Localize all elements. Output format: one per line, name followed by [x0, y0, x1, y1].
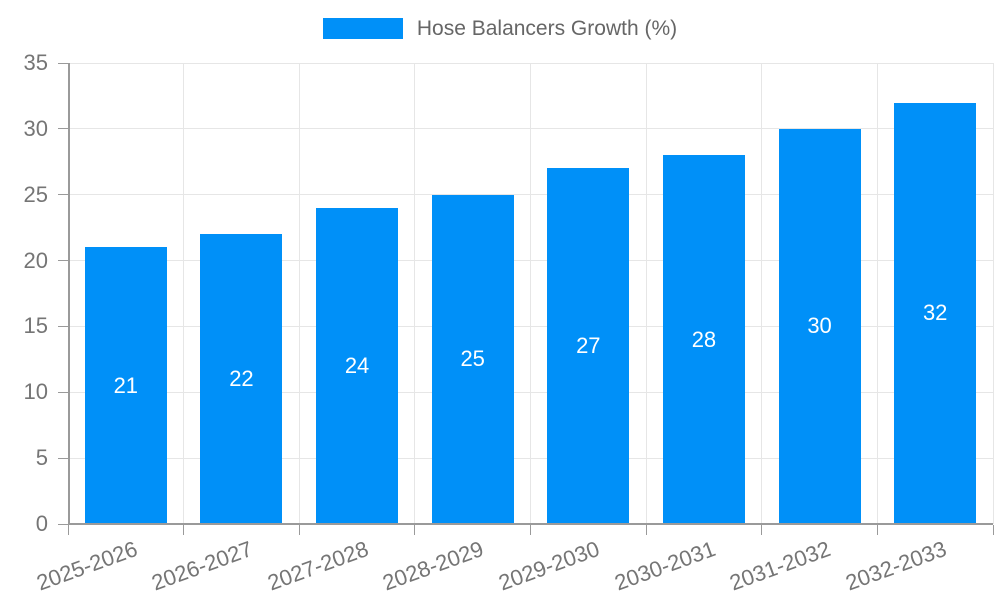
bar-2029-2030[interactable]: 27 [547, 168, 630, 524]
v-gridline [183, 63, 185, 524]
x-tick-mark [67, 525, 69, 535]
x-tick-label: 2029-2030 [495, 536, 603, 596]
v-gridline [992, 63, 994, 524]
x-tick-mark [876, 525, 878, 535]
x-tick-label: 2026-2027 [148, 536, 256, 596]
v-gridline [876, 63, 878, 524]
x-tick-mark [530, 525, 531, 535]
x-tick-label: 2025-2026 [32, 536, 141, 596]
bar-value-label: 25 [460, 346, 485, 372]
y-tick-label: 0 [35, 511, 48, 536]
x-tick-label: 2032-2033 [842, 536, 950, 596]
bar-value-label: 30 [807, 313, 832, 339]
y-tick-label: 10 [23, 379, 48, 405]
y-tick-label: 15 [23, 313, 48, 339]
x-tick-mark [645, 525, 647, 535]
x-tick-mark [992, 525, 994, 535]
y-tick-mark [58, 194, 68, 196]
bar-2032-2033[interactable]: 32 [894, 102, 977, 524]
y-tick-mark [58, 523, 68, 525]
legend: Hose Balancers Growth (%) [0, 18, 1000, 39]
y-tick-label: 25 [23, 181, 48, 207]
y-tick-mark [58, 457, 68, 459]
y-axis-line [68, 63, 70, 524]
legend-color-swatch [322, 18, 403, 39]
bar-value-label: 21 [113, 372, 139, 398]
x-axis-line [68, 523, 993, 525]
legend-label: Hose Balancers Growth (%) [416, 17, 678, 40]
x-tick-label: 2031-2032 [726, 536, 835, 596]
v-gridline [645, 63, 647, 524]
bar-2027-2028[interactable]: 24 [316, 207, 399, 524]
bar-value-label: 22 [229, 366, 254, 392]
x-tick-mark [183, 525, 185, 535]
v-gridline [761, 63, 763, 524]
v-gridline [530, 63, 531, 524]
v-gridline [414, 63, 416, 524]
x-tick-mark [298, 525, 300, 535]
y-tick-label: 20 [23, 247, 48, 273]
bar-value-label: 32 [922, 300, 948, 326]
bar-2030-2031[interactable]: 28 [662, 155, 745, 524]
bar-2031-2032[interactable]: 30 [778, 128, 861, 524]
y-tick-mark [58, 391, 68, 393]
y-tick-mark [58, 62, 68, 64]
y-tick-mark [58, 325, 68, 327]
x-tick-label: 2027-2028 [264, 536, 372, 596]
y-tick-label: 5 [35, 445, 48, 471]
y-tick-label: 35 [23, 50, 48, 75]
v-gridline [298, 63, 300, 524]
bar-2025-2026[interactable]: 21 [84, 247, 167, 524]
bar-2028-2029[interactable]: 25 [431, 194, 514, 524]
y-tick-mark [58, 260, 68, 262]
x-tick-mark [414, 525, 416, 535]
bar-value-label: 27 [576, 333, 601, 359]
bar-2026-2027[interactable]: 22 [200, 234, 283, 524]
x-tick-label: 2028-2029 [379, 536, 488, 596]
y-tick-label: 30 [23, 115, 48, 141]
bar-value-label: 24 [344, 352, 370, 378]
legend-item[interactable]: Hose Balancers Growth (%) [322, 17, 678, 40]
x-tick-mark [761, 525, 763, 535]
y-tick-mark [58, 128, 68, 130]
x-tick-label: 2030-2031 [611, 536, 719, 596]
plot-area: 21 22 24 25 27 28 30 32 [58, 62, 994, 535]
bar-value-label: 28 [691, 326, 717, 352]
